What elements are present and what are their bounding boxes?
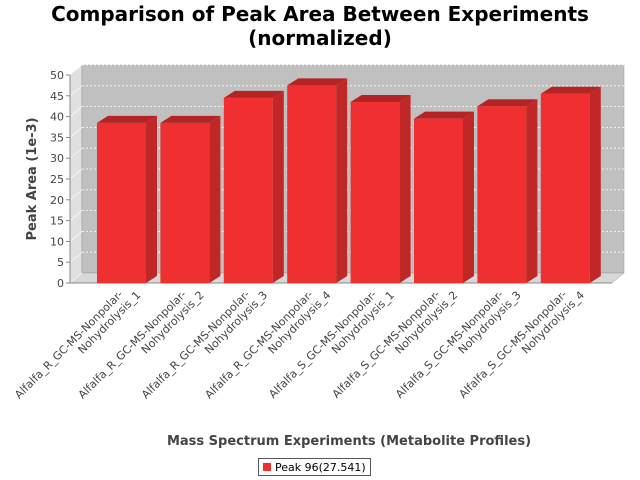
chart-title-line2: (normalized) [248, 26, 392, 50]
legend-swatch [263, 463, 271, 471]
bar [350, 102, 400, 283]
gridline-side [69, 189, 83, 201]
y-axis-title: Peak Area (1e-3) [25, 117, 40, 240]
bar-side [463, 111, 474, 284]
y-tick-label: 10 [50, 235, 64, 248]
y-tick-label: 20 [50, 194, 64, 207]
bar-side [146, 115, 157, 283]
bar-top [350, 95, 411, 103]
x-axis-title: Mass Spectrum Experiments (Metabolite Pr… [167, 434, 531, 449]
bar-side [336, 78, 348, 284]
y-tick-label: 45 [50, 90, 64, 103]
bar-top [287, 78, 348, 86]
bar [160, 122, 210, 283]
bar [414, 118, 463, 284]
bar-top [97, 115, 157, 123]
bar [97, 122, 146, 283]
y-tick-label: 40 [50, 111, 64, 124]
bar [540, 93, 590, 283]
bar-side [526, 99, 538, 283]
bar [223, 97, 273, 283]
gridline-side [69, 231, 83, 242]
gridline-side [69, 106, 83, 117]
y-tick-label: 50 [50, 69, 64, 82]
gridline-side [69, 64, 83, 76]
y-tick-label: 35 [50, 131, 64, 144]
legend: Peak 96(27.541) [258, 458, 371, 476]
legend-label: Peak 96(27.541) [275, 460, 366, 474]
y-tick-label: 0 [57, 277, 64, 290]
gridline-side [69, 127, 83, 138]
bar-top [414, 111, 474, 119]
bar-side [209, 115, 221, 283]
chart-title: Comparison of Peak Area Between Experime… [0, 2, 640, 50]
bar-top [477, 99, 538, 107]
bar-top [540, 86, 601, 94]
chart-title-line1: Comparison of Peak Area Between Experime… [51, 2, 589, 26]
y-tick-label: 30 [50, 152, 64, 165]
bar-top [160, 115, 221, 123]
bar-side [399, 95, 411, 283]
y-tick-label: 5 [57, 256, 64, 269]
bar-top [223, 90, 284, 98]
gridline-side [69, 168, 83, 180]
bar [477, 106, 527, 283]
gridline-side [69, 85, 83, 97]
y-tick-label: 15 [50, 215, 64, 228]
bar [287, 85, 337, 284]
bar-side [589, 86, 601, 283]
bar-side [272, 90, 284, 283]
gridline-side [69, 272, 83, 284]
gridline-side [69, 210, 83, 221]
gridline-side [69, 147, 83, 159]
gridline-side [69, 251, 83, 263]
y-tick-label: 25 [50, 173, 64, 186]
